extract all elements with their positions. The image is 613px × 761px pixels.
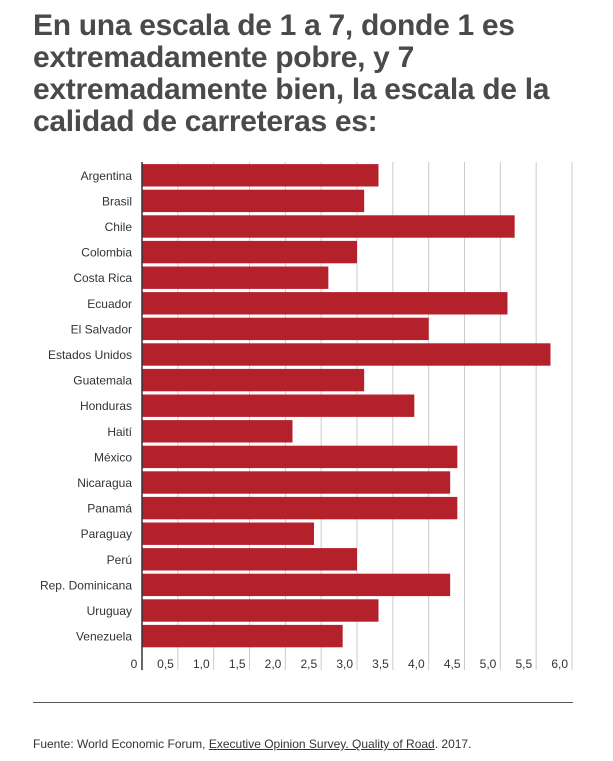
category-label: Chile <box>105 220 133 234</box>
bar <box>142 164 379 187</box>
category-label: Colombia <box>81 246 132 260</box>
x-tick-label: 0 <box>131 657 138 671</box>
chart-title: En una escala de 1 a 7, donde 1 es extre… <box>33 9 550 138</box>
bar <box>142 266 329 289</box>
bar-chart: Argentina Brasil Chile Colombia Costa Rica Ec… <box>40 162 573 671</box>
category-label: Ecuador <box>87 297 132 311</box>
category-label: Rep. Dominicana <box>40 578 132 592</box>
x-tick-label: 2,5 <box>300 657 317 671</box>
bar <box>142 292 508 315</box>
x-tick-label: 3,5 <box>372 657 389 671</box>
bar <box>142 573 451 597</box>
bar <box>142 471 451 494</box>
category-label: Costa Rica <box>73 271 132 285</box>
bar <box>142 368 365 392</box>
bar <box>142 522 314 545</box>
category-label: Estados Unidos <box>48 348 132 362</box>
x-tick-label: 4,5 <box>444 657 461 671</box>
category-label: Honduras <box>80 399 132 413</box>
bar <box>142 420 293 443</box>
bar <box>142 496 458 520</box>
bar <box>142 343 551 366</box>
category-label: Uruguay <box>87 604 132 618</box>
bar <box>142 599 379 622</box>
source-suffix: . 2017. <box>434 737 472 751</box>
category-label: México <box>94 450 132 464</box>
bar <box>142 394 415 417</box>
bar <box>142 548 357 571</box>
x-tick-label: 5,0 <box>480 657 497 671</box>
x-tick-label: 2,0 <box>265 657 282 671</box>
source-note: Fuente: World Economic Forum, Executive … <box>33 737 471 751</box>
x-tick-label: 5,5 <box>515 657 532 671</box>
bar <box>142 445 458 469</box>
bar <box>142 215 515 238</box>
x-tick-label: 1,5 <box>229 657 246 671</box>
source-prefix: Fuente: World Economic Forum, <box>33 737 209 751</box>
x-tick-label: 0,5 <box>157 657 174 671</box>
bar <box>142 317 429 341</box>
source-link[interactable]: Executive Opinion Survey. Quality of Roa… <box>208 737 435 751</box>
category-label: Perú <box>107 553 132 567</box>
category-label: Panamá <box>87 502 132 516</box>
bar <box>142 189 365 213</box>
bar <box>142 624 343 648</box>
category-label: Paraguay <box>81 527 132 541</box>
divider <box>33 702 573 703</box>
bar <box>142 240 357 264</box>
x-tick-label: 6,0 <box>551 657 568 671</box>
category-label: Guatemala <box>73 374 132 388</box>
category-label: Nicaragua <box>77 476 132 490</box>
x-tick-label: 3,0 <box>336 657 353 671</box>
category-label: Brasil <box>102 194 132 208</box>
category-label: Haití <box>107 425 132 439</box>
category-label: Venezuela <box>76 630 132 644</box>
x-tick-label: 4,0 <box>408 657 425 671</box>
x-tick-label: 1,0 <box>193 657 210 671</box>
category-label: El Salvador <box>71 322 132 336</box>
category-label: Argentina <box>81 169 133 183</box>
